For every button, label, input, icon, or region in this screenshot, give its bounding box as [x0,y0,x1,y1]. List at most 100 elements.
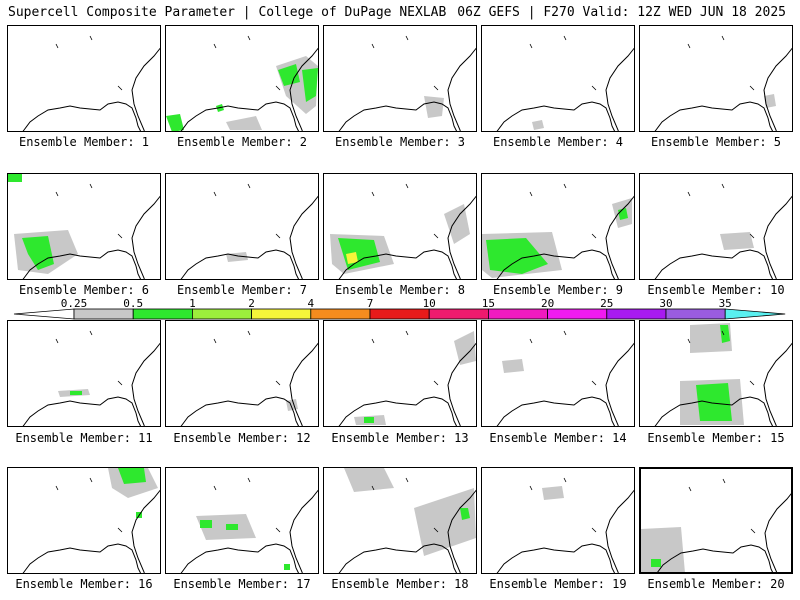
coastline [496,396,616,426]
state-border-tick [529,477,597,533]
state-border-tick [371,35,439,91]
ensemble-map-panel [481,25,635,132]
ensemble-map-panel [165,467,319,574]
ensemble-member-label: Ensemble Member: 14 [489,431,627,445]
coastline [654,396,774,426]
state-border-tick [688,478,756,534]
coastline [338,396,458,426]
scp-contour-low [502,359,524,373]
colorbar-segment [191,308,252,320]
map-canvas [654,183,792,279]
coastline [22,543,142,573]
map-canvas [496,330,634,426]
map-canvas [8,174,160,279]
ensemble-member-label: Ensemble Member: 2 [176,135,308,149]
map-canvas [482,183,634,279]
map-canvas [22,468,160,573]
state-border-tick [55,477,123,533]
scp-contour-low [444,204,470,244]
coastline [657,544,774,572]
ensemble-member-label: Ensemble Member: 1 [18,135,150,149]
state-border-tick [371,477,439,533]
ensemble-member-label: Ensemble Member: 20 [647,577,785,591]
coastline [605,195,634,279]
colorbar-segment [369,308,430,320]
ensemble-member-label: Ensemble Member: 15 [647,431,785,445]
coastline [654,101,774,131]
scp-contour-high [720,325,730,343]
coastline [447,489,476,573]
map-canvas [338,330,476,426]
ensemble-map-panel [481,173,635,280]
ensemble-map-panel [165,173,319,280]
map-canvas [496,477,634,573]
scp-contour-low [226,116,262,130]
scp-contour-high [22,236,54,270]
colorbar [13,308,786,320]
coastline [338,249,458,279]
scp-contour-high [226,524,238,530]
scp-contour-high [284,564,290,570]
ensemble-member-label: Ensemble Member: 4 [492,135,624,149]
coastline [131,342,160,426]
scp-contour-low [720,232,754,250]
state-border-tick [529,330,597,386]
state-border-tick [55,330,123,386]
colorbar-tick-label: 10 [422,297,436,310]
coastline [763,195,792,279]
coastline [180,101,300,131]
coastline [180,543,300,573]
colorbar-segment [547,308,608,320]
ensemble-member-label: Ensemble Member: 13 [331,431,469,445]
ensemble-map-panel [481,467,635,574]
coastline [605,489,634,573]
ensemble-map-panel [7,320,161,427]
ensemble-map-panel [7,173,161,280]
map-title: Supercell Composite Parameter | College … [8,5,447,20]
ensemble-map-panel [165,320,319,427]
scp-contour-low [424,96,444,118]
scp-contour-high [166,114,184,131]
ensemble-map-panel [323,320,477,427]
colorbar-segment [724,308,786,320]
coastline [496,101,616,131]
scp-contour-low [542,486,564,500]
scp-contour-low [764,94,776,108]
scp-contour-high [460,508,470,520]
colorbar-segment [487,308,548,320]
scp-contour-low [532,120,544,130]
coastline [605,47,634,131]
scp-contour-high [8,174,22,182]
ensemble-member-label: Ensemble Member: 18 [331,577,469,591]
state-border-tick [371,330,439,386]
state-border-tick [529,35,597,91]
coastline [289,489,318,573]
colorbar-segment [428,308,489,320]
ensemble-member-label: Ensemble Member: 19 [489,577,627,591]
scp-contour-high [118,468,146,484]
colorbar-tick-label: 4 [307,297,315,310]
coastline [180,396,300,426]
colorbar-segment [132,308,193,320]
scp-contour-high [278,64,300,86]
coastline [764,493,791,572]
colorbar-tick-label: 7 [366,297,374,310]
coastline [338,101,458,131]
scp-contour-low [454,331,476,365]
state-border-tick [687,35,755,91]
state-border-tick [687,330,755,386]
map-canvas [654,323,792,426]
colorbar-tick-label: 0.25 [60,297,88,310]
colorbar-tick-label: 15 [481,297,496,310]
scp-contour-low [414,488,476,556]
coastline [289,195,318,279]
map-canvas [180,330,318,426]
ensemble-member-label: Ensemble Member: 17 [173,577,311,591]
scp-contour-high [364,417,374,423]
coastline [338,543,458,573]
ensemble-map-panel [639,25,793,132]
coastline [180,249,300,279]
ensemble-member-label: Ensemble Member: 6 [18,283,150,297]
map-canvas [180,477,318,573]
coastline [496,543,616,573]
